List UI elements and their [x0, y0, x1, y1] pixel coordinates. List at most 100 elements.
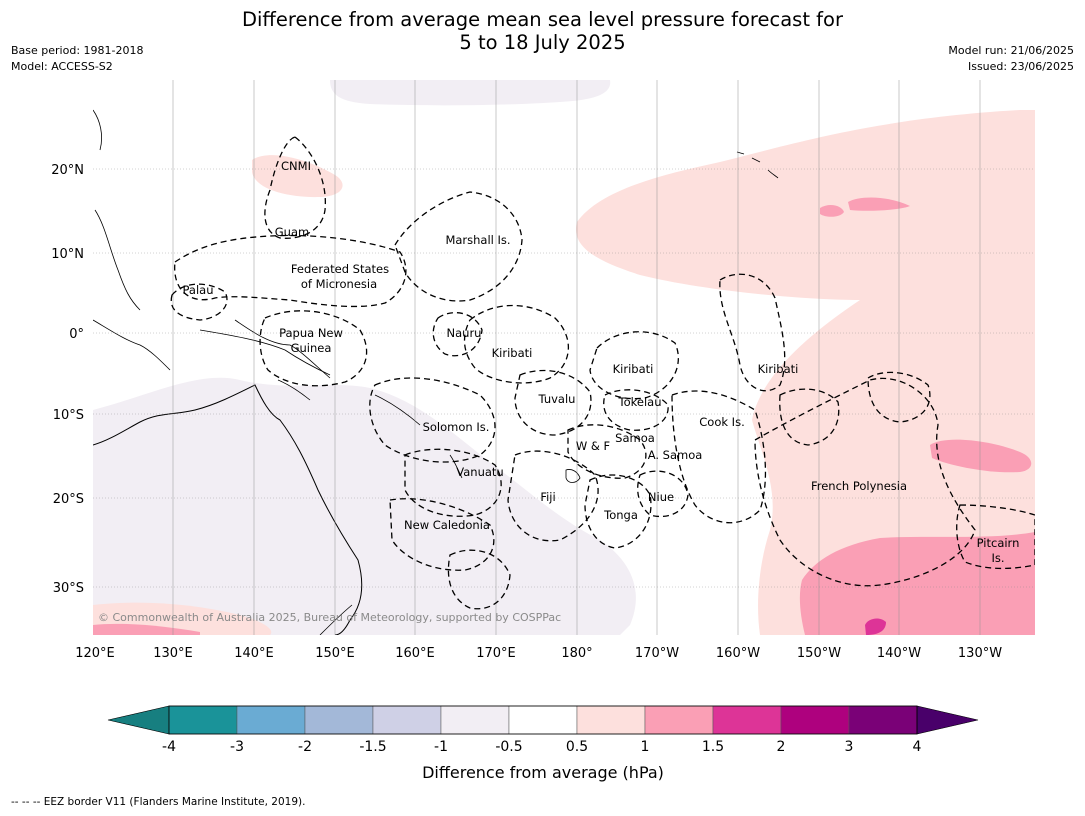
colorbar-border	[168, 705, 918, 735]
eez-french-polynesia	[754, 377, 976, 587]
eez-marshall	[394, 191, 523, 302]
region-label: W & F	[576, 439, 610, 453]
colorbar-swatch	[576, 705, 646, 735]
colorbar-swatch	[168, 705, 238, 735]
anomaly-region-negative-north	[330, 80, 611, 106]
longitude-label: 170°E	[476, 646, 516, 661]
meta-right: Model run: 21/06/2025 Issued: 23/06/2025	[948, 43, 1074, 75]
eez-kiribati-gilbert	[463, 304, 569, 384]
meta-left: Base period: 1981-2018 Model: ACCESS-S2	[11, 43, 143, 75]
colorbar-swatch	[644, 705, 714, 735]
eez-cnmi	[264, 136, 326, 239]
region-label: Vanuatu	[456, 465, 503, 479]
coastline-australia	[93, 384, 363, 635]
region-label: Fiji	[540, 490, 555, 504]
eez-pitcairn	[956, 504, 1035, 570]
colorbar: -4 -3 -2 -1.5 -1 -0.5 0.5 1 1.5 2 3 4	[107, 705, 979, 755]
eez-tonga	[584, 474, 652, 549]
colorbar-tick-label: -1.5	[359, 739, 386, 755]
region-label: Kiribati	[492, 346, 533, 360]
eez-solomon	[369, 377, 496, 463]
region-label: Federated States	[291, 262, 389, 276]
colorbar-swatch	[304, 705, 374, 735]
colorbar-extend-low	[107, 705, 170, 735]
map-area: © Commonwealth of Australia 2025, Bureau…	[93, 80, 1035, 635]
colorbar-swatch	[712, 705, 782, 735]
eez-line-2	[779, 388, 840, 446]
region-label: Samoa	[615, 431, 655, 445]
region-label: Guinea	[291, 341, 332, 355]
model-name: Model: ACCESS-S2	[11, 60, 113, 73]
colorbar-swatch	[440, 705, 510, 735]
eez-kiribati-line	[719, 273, 786, 392]
model-run: Model run: 21/06/2025	[948, 44, 1074, 57]
region-label: Nauru	[447, 326, 482, 340]
longitude-label: 180°	[561, 646, 592, 661]
eez-marquesas	[867, 371, 931, 423]
region-label: Solomon Is.	[423, 420, 490, 434]
chart-title: Difference from average mean sea level p…	[0, 8, 1085, 54]
colorbar-tick-label: -3	[230, 739, 244, 755]
anomaly-region-strong-4	[799, 532, 1035, 635]
latitude-label: 10°S	[53, 408, 84, 423]
region-label: A. Samoa	[648, 448, 703, 462]
region-label: Guam	[275, 225, 309, 239]
colorbar-swatch	[780, 705, 850, 735]
eez-cook	[671, 390, 767, 524]
eez-new-caledonia	[389, 498, 495, 571]
region-label: Palau	[183, 283, 214, 297]
eez-wf-samoa	[567, 424, 647, 479]
eez-png	[259, 310, 368, 387]
colorbar-tick-label: -1	[434, 739, 448, 755]
eez-micronesia	[174, 234, 407, 308]
latitude-label: 20°N	[51, 163, 84, 178]
longitude-label: 150°W	[797, 646, 841, 661]
region-label: Cook Is.	[699, 415, 744, 429]
region-label: CNMI	[281, 159, 311, 173]
colorbar-label: Difference from average (hPa)	[422, 763, 664, 782]
issued-date: Issued: 23/06/2025	[967, 60, 1074, 73]
colorbar-swatch	[372, 705, 442, 735]
eez-niue	[637, 470, 689, 518]
longitude-label: 140°W	[877, 646, 921, 661]
latitude-labels: 20°N 10°N 0° 10°S 20°S 30°S	[51, 163, 84, 596]
anomaly-region-cnmi	[252, 155, 343, 198]
region-label: Kiribati	[758, 362, 799, 376]
region-label: Pitcairn	[977, 536, 1020, 550]
anomaly-region-strong-3	[930, 439, 1032, 473]
region-label: Tuvalu	[538, 392, 576, 406]
coastline-png	[234, 319, 331, 401]
longitude-label: 130°W	[958, 646, 1002, 661]
region-label: Tonga	[603, 508, 638, 522]
longitude-label: 150°E	[315, 646, 355, 661]
eez-tokelau	[603, 389, 669, 431]
eez-note: -- -- -- EEZ border V11 (Flanders Marine…	[11, 796, 306, 808]
longitude-label: 140°E	[234, 646, 274, 661]
longitude-label: 170°W	[635, 646, 679, 661]
longitude-label: 120°E	[75, 646, 115, 661]
colorbar-tick-label: -4	[162, 739, 176, 755]
region-label: French Polynesia	[811, 479, 907, 493]
latitude-label: 30°S	[53, 581, 84, 596]
colorbar-extend-high	[916, 705, 979, 735]
eez-nauru	[432, 312, 483, 357]
colorbar-tick-label: 3	[845, 739, 854, 755]
region-label: Is.	[991, 551, 1004, 565]
colorbar-tick-label: 4	[913, 739, 922, 755]
title-line-2: 5 to 18 July 2025	[459, 31, 626, 54]
meridians	[172, 80, 981, 635]
coastline-asia	[93, 109, 331, 376]
latitude-label: 0°	[69, 327, 84, 342]
eez-borders	[170, 136, 1035, 610]
longitude-label: 130°E	[153, 646, 193, 661]
region-label: New Caledonia	[404, 518, 490, 532]
region-label: Marshall Is.	[445, 233, 510, 247]
colorbar-tick-label: 0.5	[566, 739, 588, 755]
colorbar-tick-label: 1.5	[702, 739, 724, 755]
eez-vanuatu	[404, 448, 502, 517]
colorbar-tick-label: 1	[641, 739, 650, 755]
anomaly-region-negative	[93, 377, 636, 635]
longitude-label: 160°E	[395, 646, 435, 661]
region-label: Kiribati	[613, 362, 654, 376]
